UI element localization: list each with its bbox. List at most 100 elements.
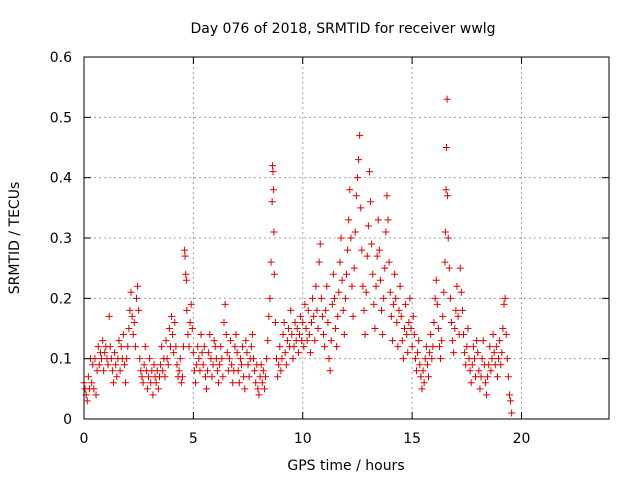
data-point [143,385,151,393]
data-point [285,325,293,332]
data-point [441,258,449,266]
data-point [225,355,233,363]
data-point [338,276,346,284]
data-point [164,361,172,369]
data-point [422,343,430,351]
data-point [308,318,315,326]
data-point [475,367,483,375]
data-point [381,264,389,272]
data-point [228,361,236,369]
data-point [288,331,296,339]
data-point [474,349,482,357]
data-point [495,355,503,363]
data-point [271,318,279,326]
data-point [323,282,331,290]
data-point [372,282,380,290]
data-point [503,355,511,363]
data-point [158,343,166,351]
data-point [168,312,175,320]
data-point [250,355,258,363]
data-point [328,300,336,308]
data-point [241,385,249,393]
data-point [370,300,378,308]
axis-ticks: 0 0.1 0.2 0.3 0.4 0.5 0.6 0 5 10 15 20 [50,50,609,447]
data-point [316,240,324,248]
data-point [107,355,115,363]
data-point [486,343,494,351]
data-point [275,361,283,369]
data-point [203,385,210,393]
data-point [374,216,382,224]
data-point [299,318,307,326]
data-point [345,216,353,224]
data-point [431,294,439,302]
data-point [383,192,391,200]
data-point [227,337,235,345]
data-point [263,355,271,363]
data-point [99,337,107,345]
data-point [335,288,343,296]
data-point [104,361,112,369]
data-point [220,318,228,326]
data-point [430,318,438,326]
data-point [502,331,510,339]
data-point [508,409,516,417]
data-point [92,391,100,399]
data-point [175,367,183,375]
data-point [276,343,284,351]
data-point [254,385,262,393]
data-point [420,379,428,387]
data-point [311,337,319,345]
data-point [88,379,96,387]
data-point [264,337,272,345]
data-point [410,331,418,339]
data-point [150,361,158,369]
data-point [173,361,181,369]
data-point [209,361,217,369]
data-point [479,337,487,345]
data-point [453,282,461,290]
data-point [89,361,97,369]
data-point [380,294,388,302]
data-point [501,294,509,302]
data-point [421,355,429,363]
data-point [94,343,102,351]
data-point [461,349,469,357]
data-point [357,204,365,212]
data-point [222,331,230,339]
data-point [242,337,250,345]
data-point [187,300,195,308]
data-point [404,349,412,357]
data-point [378,306,385,314]
y-tick-label: 0.1 [50,352,72,368]
data-point [206,331,214,339]
data-point [309,294,317,302]
data-point [448,318,455,326]
data-point [238,361,245,369]
data-point [234,367,242,375]
data-point [347,234,355,242]
data-point [321,343,329,351]
data-point [499,325,507,332]
grid-lines [84,57,609,419]
data-point [403,331,411,339]
data-point [470,355,478,363]
data-point [130,318,138,326]
data-point [217,343,225,351]
x-tick-label: 15 [403,431,421,447]
data-point [213,367,221,375]
data-point [391,270,399,278]
x-tick-label: 20 [513,431,531,447]
data-point [433,300,441,308]
data-point [344,246,352,254]
data-point [393,318,401,326]
data-point [101,349,109,357]
data-point [376,276,384,284]
data-point [163,355,171,363]
data-point [154,385,162,393]
data-point [124,343,132,351]
data-point [435,343,443,351]
data-point [451,325,459,332]
data-point [350,264,358,272]
